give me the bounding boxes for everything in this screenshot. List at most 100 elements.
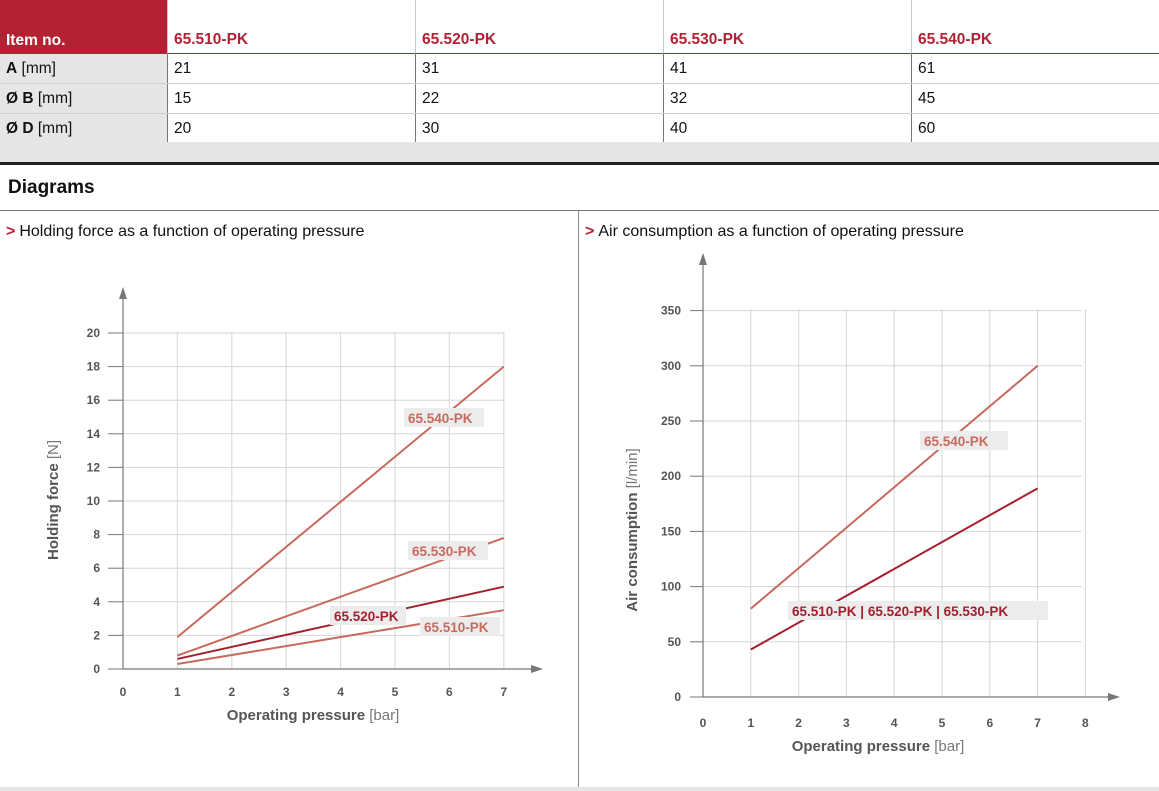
table-cell: 22 [415,84,663,113]
y-tick-label: 14 [87,427,101,441]
table-cell: 20 [167,114,415,143]
row-label-bold: Ø D [6,119,34,137]
chevron-right-icon: > [6,223,16,240]
y-axis-arrow-icon [699,253,707,265]
y-tick-label: 0 [93,662,100,676]
y-tick-label: 10 [87,494,101,508]
diagram-column-divider [578,211,579,791]
y-axis-arrow-icon [119,287,127,299]
row-label-unit: [mm] [33,119,73,137]
table-cell: 31 [415,54,663,83]
y-tick-label: 18 [87,360,101,374]
row-label-unit: [mm] [33,89,73,107]
y-tick-label: 250 [661,414,681,428]
y-axis-label-unit: [l/min] [624,448,641,492]
table-cell: 30 [415,114,663,143]
item-table: Item no. 65.510-PK 65.520-PK 65.530-PK 6… [0,0,1159,144]
x-tick-label: 2 [795,716,802,730]
table-cell: 61 [911,54,1159,83]
section-divider [0,162,1159,165]
y-tick-label: 6 [93,561,100,575]
x-tick-label: 4 [891,716,898,730]
table-cell: 15 [167,84,415,113]
series-label-background [330,606,406,625]
x-axis-label-main: Operating pressure [792,738,930,755]
y-tick-label: 16 [87,393,101,407]
row-label-bold: A [6,59,18,77]
series-line [750,365,1039,610]
row-label-unit: [mm] [17,59,56,77]
y-tick-label: 300 [661,359,681,373]
row-label-bold: Ø B [6,89,34,107]
x-tick-label: 0 [120,685,127,699]
y-tick-label: 20 [87,326,101,340]
row-label: Ø B [mm] [0,84,167,113]
table-cell: 60 [911,114,1159,143]
y-tick-label: 8 [93,528,100,542]
series-label-background [404,408,484,427]
y-tick-label: 2 [93,628,100,642]
y-axis-label: Air consumption [l/min] [624,448,641,611]
series-label: 65.540-PK [408,411,473,426]
series-label: 65.520-PK [334,609,399,624]
x-tick-label: 5 [939,716,946,730]
series-label-background [788,601,1048,620]
x-axis-label-unit: [bar] [930,738,964,755]
table-row: A [mm] 21 31 41 61 [0,54,1159,84]
y-tick-label: 150 [661,524,681,538]
header-item-no: Item no. [0,0,167,54]
diagram-left-subtitle: > Holding force as a function of operatin… [6,223,364,241]
y-tick-label: 350 [661,304,681,318]
x-axis-label: Operating pressure [bar] [792,738,965,755]
x-tick-label: 4 [337,685,344,699]
series-label-background [408,541,488,560]
y-axis-label-main: Holding force [45,463,62,560]
table-row: Ø B [mm] 15 22 32 45 [0,84,1159,114]
diagram-left-title: Holding force as a function of operating… [19,223,365,240]
x-tick-label: 1 [174,685,181,699]
x-tick-label: 8 [1082,716,1089,730]
row-label: Ø D [mm] [0,114,167,143]
series-label-background [920,431,1008,450]
y-axis-label-main: Air consumption [624,493,641,612]
y-axis-label: Holding force [N] [45,440,62,560]
header-col-2: 65.520-PK [415,0,663,54]
table-cell: 45 [911,84,1159,113]
x-tick-label: 6 [986,716,993,730]
table-cell: 21 [167,54,415,83]
x-tick-label: 3 [843,716,850,730]
x-tick-label: 0 [700,716,707,730]
x-tick-label: 7 [500,685,507,699]
series-label-background [420,617,500,636]
series-label: 65.540-PK [924,434,989,449]
x-axis-label-main: Operating pressure [227,707,365,724]
table-cell: 41 [663,54,911,83]
chevron-right-icon: > [585,223,595,240]
y-tick-label: 0 [674,690,681,704]
x-tick-label: 3 [283,685,290,699]
x-axis-label: Operating pressure [bar] [227,707,400,724]
series-label: 65.530-PK [412,544,477,559]
x-tick-label: 6 [446,685,453,699]
x-tick-label: 7 [1034,716,1041,730]
y-tick-label: 100 [661,580,681,594]
y-tick-label: 4 [93,595,100,609]
table-cell: 32 [663,84,911,113]
y-tick-label: 50 [668,635,682,649]
y-tick-label: 200 [661,469,681,483]
table-cell: 40 [663,114,911,143]
x-axis-label-unit: [bar] [365,707,399,724]
section-title-underline [0,210,1159,211]
section-title: Diagrams [8,177,95,198]
x-tick-label: 2 [228,685,235,699]
series-label: 65.510-PK | 65.520-PK | 65.530-PK [792,604,1008,619]
row-label: A [mm] [0,54,167,83]
x-tick-label: 1 [747,716,754,730]
header-col-1: 65.510-PK [167,0,415,54]
table-header-row: Item no. 65.510-PK 65.520-PK 65.530-PK 6… [0,0,1159,54]
header-col-3: 65.530-PK [663,0,911,54]
bottom-band [0,787,1159,791]
table-footer-band [0,142,1159,162]
y-axis-label-unit: [N] [45,440,62,463]
